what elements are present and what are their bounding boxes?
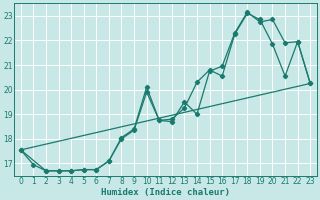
X-axis label: Humidex (Indice chaleur): Humidex (Indice chaleur) (101, 188, 230, 197)
